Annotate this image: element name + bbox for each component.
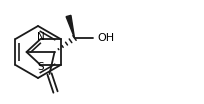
Text: S: S [38, 63, 44, 72]
Text: OH: OH [97, 33, 114, 43]
Polygon shape [66, 15, 74, 38]
Text: N: N [37, 32, 45, 41]
